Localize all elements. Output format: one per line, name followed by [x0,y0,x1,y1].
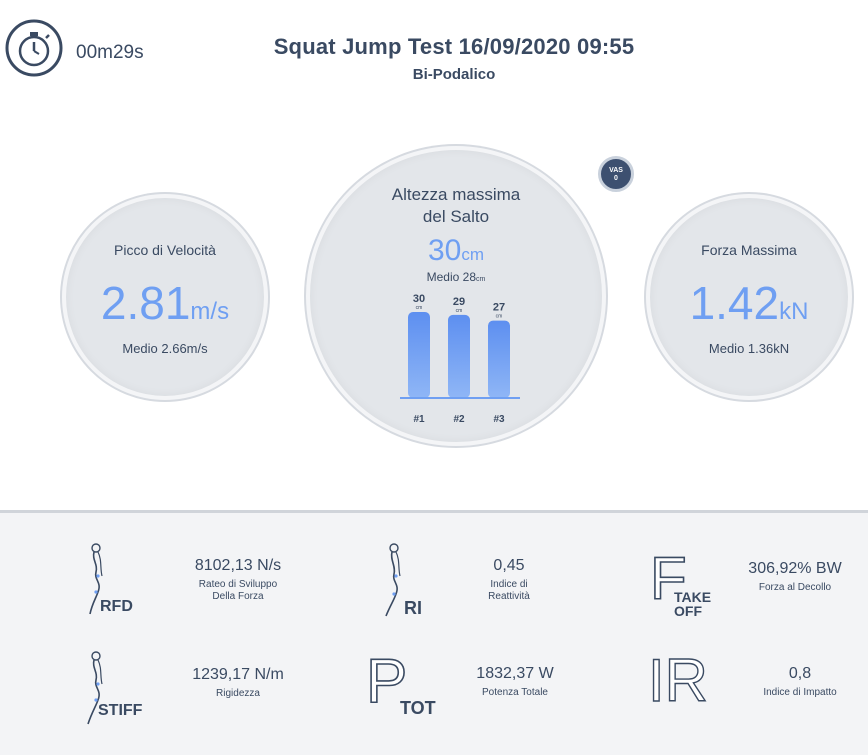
page-subtitle: Bi-Podalico [412,66,496,83]
rfd-desc: Rateo di Sviluppo Della Forza [168,579,308,603]
metric-stiff: STIFF 1239,17 N/m Rigidezza [78,648,308,728]
velocity-unit: m/s [190,298,230,325]
category-label: #3 [493,414,505,425]
ri-symbol: RI [404,598,422,618]
stiff-icon: STIFF [78,648,158,728]
takeoff-desc: Forza al Decollo [758,582,832,593]
ri-icon: RI [374,540,434,620]
takeoff-text: 306,92% BW Forza al Decollo [730,560,860,594]
takeoff-symbol-big: F [649,544,687,613]
ir-value: 0,8 [788,665,812,682]
velocity-medio: Medio 2.66m/s [122,341,208,356]
jump-height-label: Altezza massima del Salto [310,184,602,228]
bar-value-label: 27 [493,302,505,314]
jump-height-medio-unit: cm [476,276,486,283]
stopwatch-icon [5,19,63,77]
bar-unit-label: cm [416,305,423,311]
force-value: 1.42kN [650,280,848,335]
vas-badge-value: 0 [614,175,618,182]
velocity-label: Picco di Velocità [114,242,216,258]
velocity-number: 2.81 [100,277,191,329]
takeoff-symbol-line2: OFF [674,603,702,619]
ri-desc-line2: Reattività [488,591,530,602]
ir-text: 0,8 Indice di Impatto [740,665,860,699]
bar-2 [448,314,470,398]
stiff-desc: Rigidezza [216,688,260,699]
ptot-text: 1832,37 W Potenza Totale [460,665,570,699]
bar-unit-label: cm [456,308,463,314]
metric-takeoff: F TAKE OFF 306,92% BW Forza al Decollo [649,544,860,620]
velocity-value: 2.81m/s [66,280,264,335]
jump-height-medio: Medio 28cm [310,270,602,284]
ir-desc: Indice di Impatto [763,687,837,698]
ri-text: 0,45 Indice di Reattività [454,557,564,603]
stiff-symbol: STIFF [98,702,143,719]
metric-rfd: RFD 8102,13 N/s Rateo di Sviluppo Della … [78,540,308,620]
ri-desc-line1: Indice di [490,579,528,590]
force-number: 1.42 [689,277,780,329]
stiff-value: 1239,17 N/m [192,666,284,683]
jump-height-card: Altezza massima del Salto 30cm Medio 28c… [306,146,606,446]
bar-value-label: 30 [413,293,425,305]
bar-value-label: 29 [453,296,465,308]
vas-badge[interactable]: VAS 0 [598,156,634,192]
ptot-value: 1832,37 W [476,665,554,682]
ir-symbol-big: IR [647,646,708,714]
ir-icon: IR [647,646,728,722]
jumper-figure-icon [87,651,103,725]
metrics-panel [0,513,868,755]
takeoff-value: 306,92% BW [748,560,842,577]
ptot-symbol-big: P [365,646,408,717]
force-medio: Medio 1.36kN [708,341,790,356]
velocity-card: Picco di Velocità 2.81m/s Medio 2.66m/s [62,194,268,400]
jump-height-medio-text: Medio 28 [426,270,477,284]
stiff-text: 1239,17 N/m Rigidezza [168,666,308,700]
ri-value: 0,45 [493,557,525,574]
page-title: Squat Jump Test 16/09/2020 09:55 [273,34,635,59]
ptot-desc: Potenza Totale [482,687,548,698]
rfd-icon: RFD [78,540,158,620]
rfd-symbol: RFD [100,598,133,615]
elapsed-time: 00m29s [76,42,144,63]
page-header: Squat Jump Test 16/09/2020 09:55 Bi-Poda… [0,34,868,83]
rfd-text: 8102,13 N/s Rateo di Sviluppo Della Forz… [168,557,308,603]
metric-ri: RI 0,45 Indice di Reattività [374,540,564,620]
ri-desc: Indice di Reattività [454,579,564,603]
section-divider [0,510,868,513]
bar-3 [488,320,510,398]
ptot-symbol-sub: TOT [400,698,436,718]
ptot-icon: P TOT [365,646,446,722]
metric-ptot: P TOT 1832,37 W Potenza Totale [365,646,570,722]
jump-height-unit: cm [461,245,485,264]
jump-height-label-line2: del Salto [422,207,490,226]
vas-badge-label: VAS [609,167,623,174]
category-label: #1 [413,414,425,425]
takeoff-symbol-line1: TAKE [674,589,712,605]
bar-1 [408,312,430,398]
jumper-figure-icon [89,543,103,615]
category-label: #2 [453,414,465,425]
rfd-desc-line2: Della Forza [212,591,264,602]
jump-height-value: 30cm [310,236,602,270]
force-label: Forza Massima [701,242,797,258]
force-unit: kN [779,298,809,325]
bar-unit-label: cm [496,314,503,320]
timer: 00m29s [4,18,144,78]
force-card: Forza Massima 1.42kN Medio 1.36kN [646,194,852,400]
jump-height-label-line1: Altezza massima [391,185,521,204]
jump-height-number: 30 [427,234,462,267]
takeoff-icon: F TAKE OFF [649,544,720,620]
metric-ir: IR 0,8 Indice di Impatto [647,646,860,722]
rfd-desc-line1: Rateo di Sviluppo [198,579,278,590]
jumper-figure-icon [385,543,401,617]
rfd-value: 8102,13 N/s [194,557,282,574]
